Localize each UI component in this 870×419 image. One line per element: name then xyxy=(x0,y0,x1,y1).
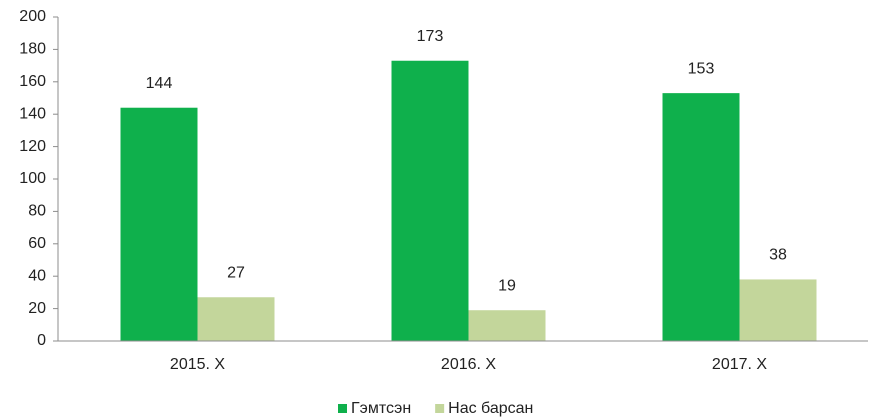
y-tick-label: 20 xyxy=(28,300,46,317)
data-label: 27 xyxy=(227,264,245,281)
legend-swatch xyxy=(435,404,445,413)
y-tick-label: 80 xyxy=(28,203,46,220)
data-label: 19 xyxy=(498,277,516,294)
y-tick-label: 0 xyxy=(37,332,46,349)
legend-label: Нас барсан xyxy=(448,400,533,417)
y-tick-label: 100 xyxy=(19,170,46,187)
y-tick-label: 180 xyxy=(19,41,46,58)
bar xyxy=(468,310,546,341)
bar xyxy=(739,279,817,341)
y-tick-label: 60 xyxy=(28,235,46,252)
y-tick-label: 140 xyxy=(19,105,46,122)
bar xyxy=(120,107,198,341)
data-label: 38 xyxy=(769,247,787,264)
y-tick-label: 40 xyxy=(28,267,46,284)
bar xyxy=(662,93,740,341)
x-tick-label: 2015. X xyxy=(170,356,225,373)
legend-label: Гэмтсэн xyxy=(351,400,411,417)
x-tick-label: 2017. X xyxy=(712,356,767,373)
bar xyxy=(391,60,469,342)
y-tick-label: 200 xyxy=(19,8,46,25)
y-tick-label: 160 xyxy=(19,73,46,90)
data-label: 144 xyxy=(146,75,173,92)
data-label: 153 xyxy=(688,60,715,77)
bar xyxy=(197,297,275,341)
data-label: 173 xyxy=(417,28,444,45)
legend-swatch xyxy=(338,404,347,413)
y-tick-label: 120 xyxy=(19,138,46,155)
x-tick-label: 2016. X xyxy=(441,356,496,373)
